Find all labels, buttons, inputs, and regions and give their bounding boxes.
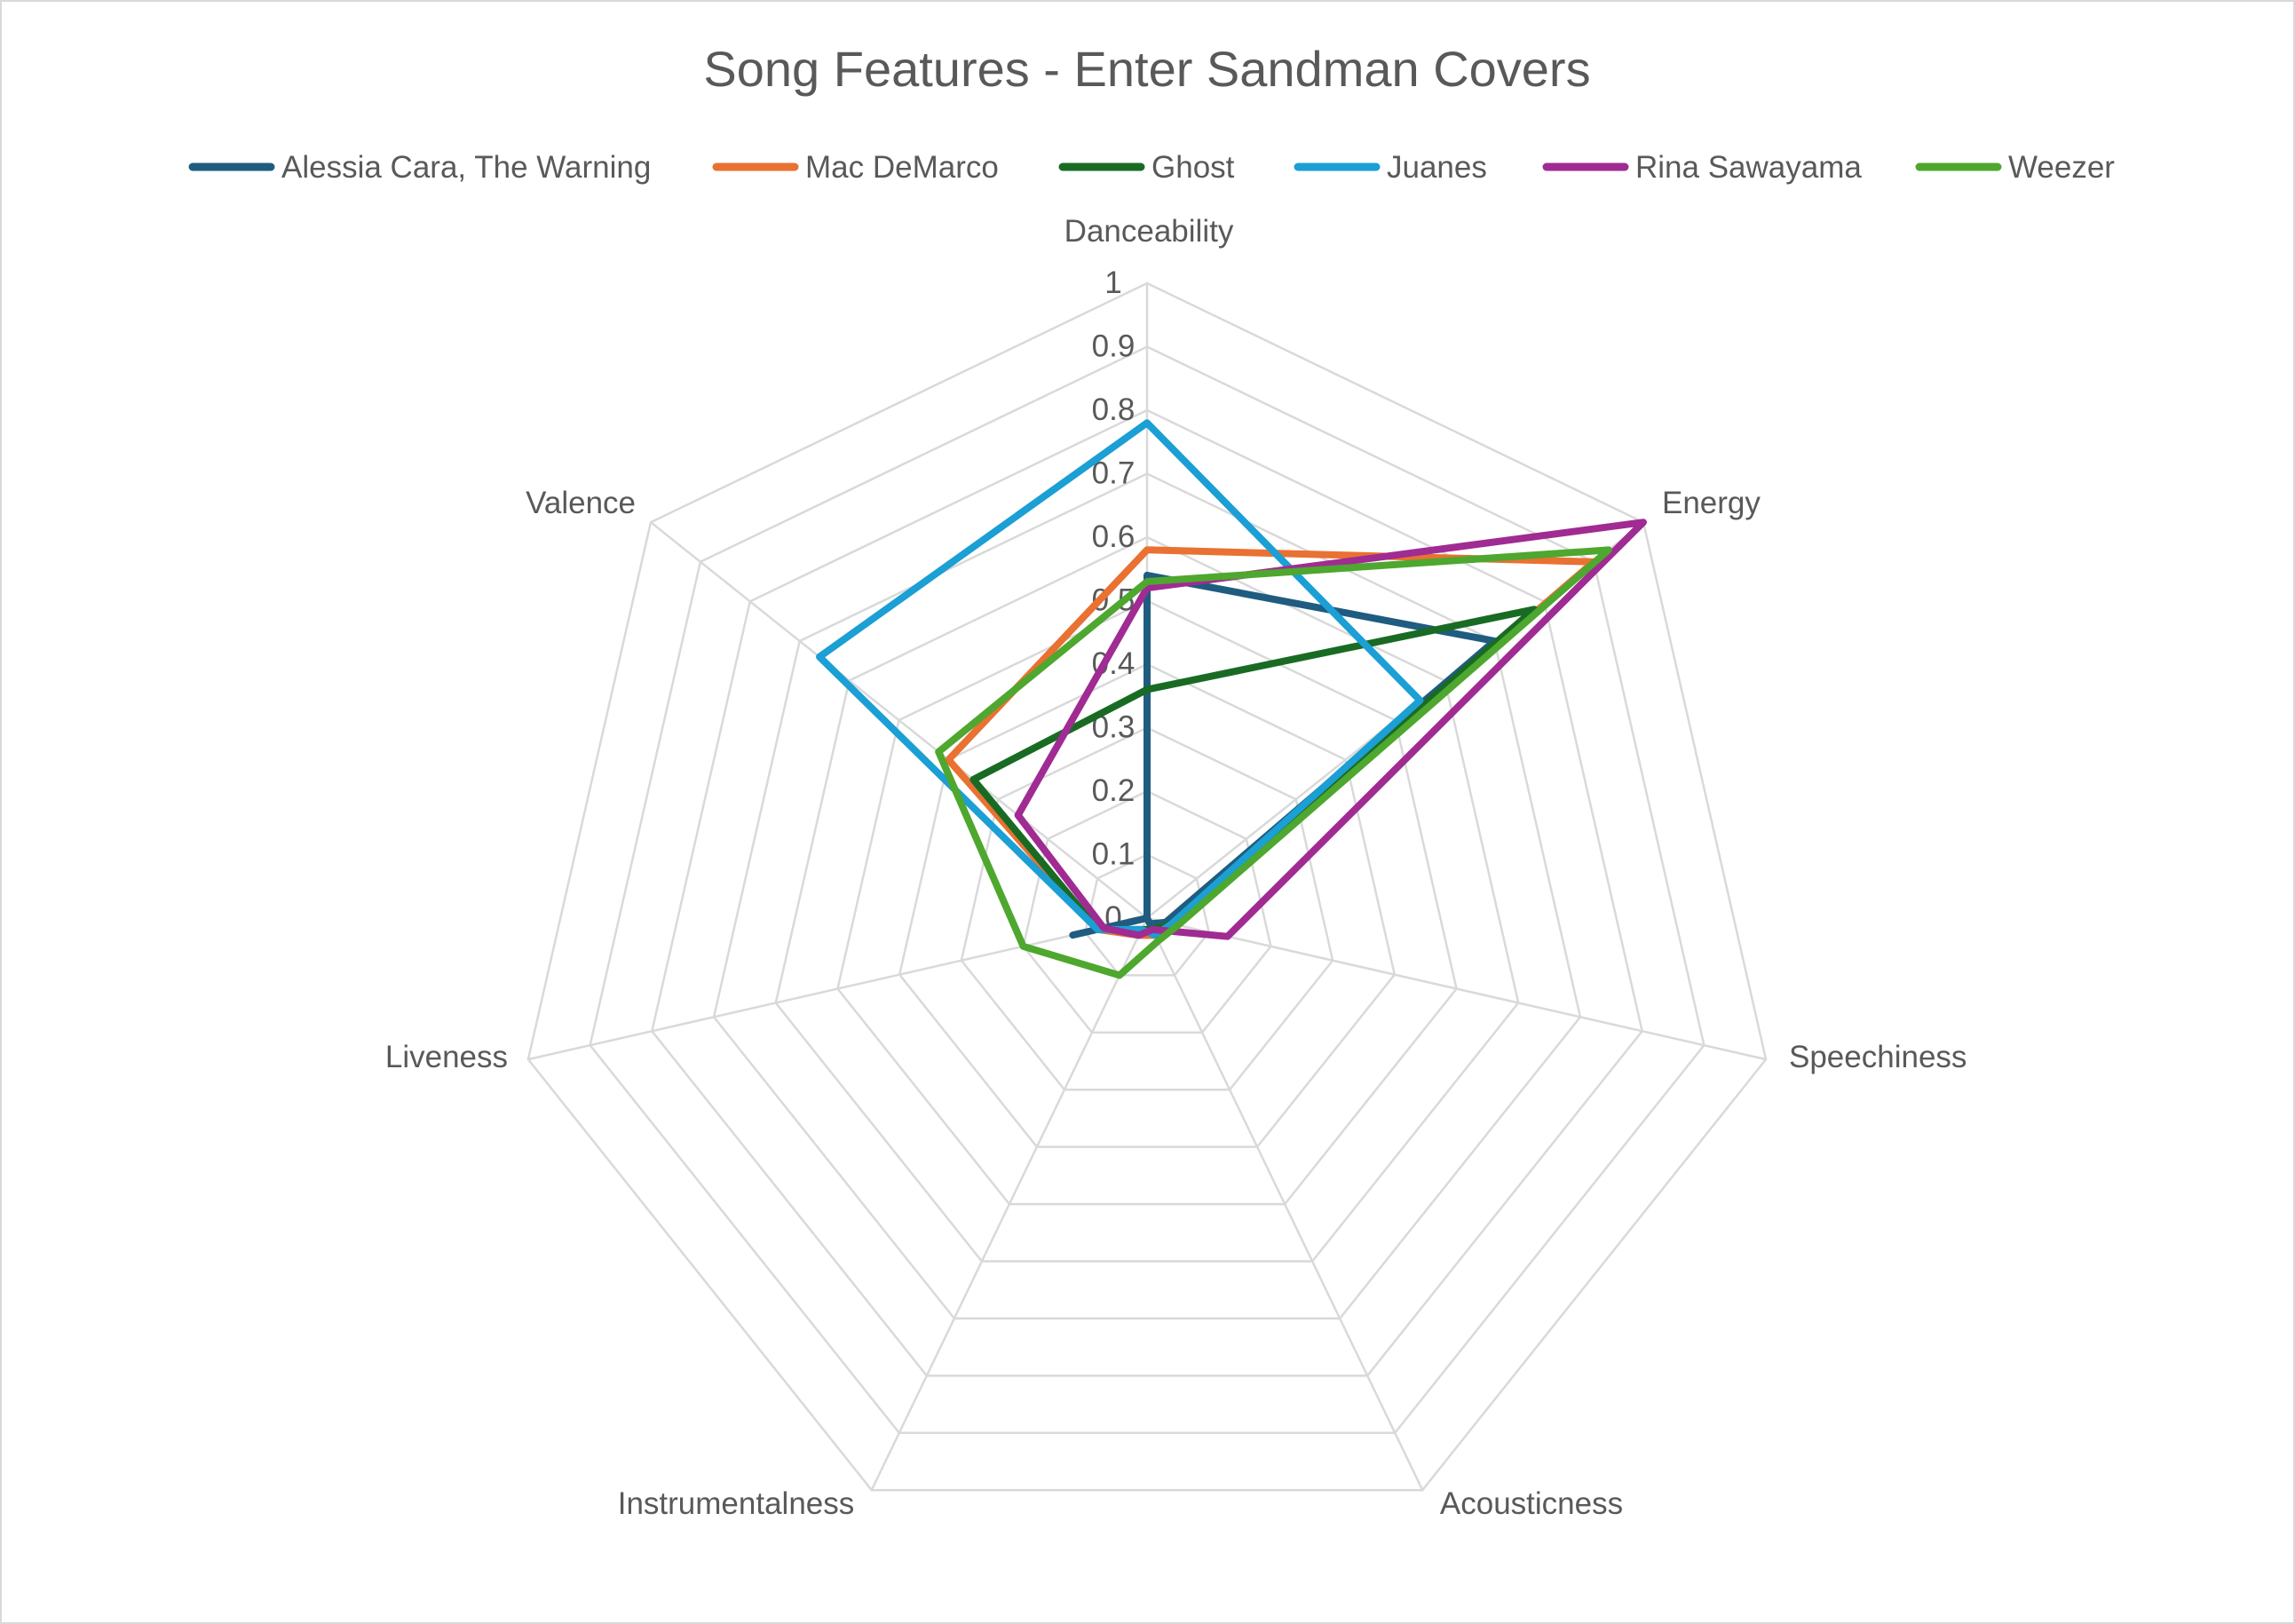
- legend-entry: Ghost: [1151, 150, 1235, 185]
- legend-entry: Mac DeMarco: [805, 150, 999, 185]
- legend-entry: Alessia Cara, The Warning: [281, 150, 651, 185]
- grid-ring: [836, 599, 1458, 1206]
- grid-ring: [650, 408, 1644, 1377]
- grid-ring: [589, 345, 1705, 1435]
- tick-label: 0.2: [1092, 773, 1136, 808]
- grid-ring: [774, 535, 1520, 1263]
- tick-label: 1: [1104, 265, 1121, 300]
- chart-title: Song Features - Enter Sandman Covers: [703, 41, 1590, 97]
- series-line: [935, 546, 1612, 979]
- axis-label: Instrumentalness: [618, 1486, 855, 1521]
- axis-labels: Danceability Energy Speechiness Acousticnes…: [385, 214, 1967, 1521]
- legend-entry: Rina Sawayama: [1635, 150, 1862, 185]
- grid-ring: [1083, 853, 1211, 977]
- axis-label: Speechiness: [1789, 1040, 1967, 1074]
- axis-spoke: [527, 916, 1148, 1061]
- tick-label: 0.7: [1092, 456, 1136, 491]
- axis-label: Danceability: [1064, 214, 1234, 249]
- legend: Alessia Cara, The Warning Mac DeMarco Ghos…: [188, 150, 2115, 185]
- legend-entry: Juanes: [1387, 150, 1487, 185]
- series-layer: [816, 419, 1648, 979]
- axis-spoke: [1145, 917, 1424, 1491]
- grid-ring: [712, 472, 1582, 1320]
- axis-label: Valence: [526, 486, 636, 520]
- axis-label: Acousticness: [1440, 1486, 1623, 1521]
- grid-ring: [898, 662, 1397, 1148]
- tick-label: 0.6: [1092, 519, 1136, 554]
- legend-entry: Weezer: [2008, 150, 2115, 185]
- tick-label: 0.9: [1092, 329, 1136, 364]
- axis-label: Energy: [1662, 486, 1761, 520]
- tick-label: 0.1: [1092, 837, 1136, 872]
- tick-label: 0.8: [1092, 392, 1136, 427]
- series-line: [1014, 519, 1648, 940]
- axis-spoke: [1146, 916, 1767, 1061]
- axis-spoke: [650, 521, 1148, 919]
- radar-grid: [526, 281, 1768, 1492]
- grid-ring: [526, 281, 1768, 1492]
- axis-label: Liveness: [385, 1040, 508, 1074]
- axis-spoke: [870, 917, 1149, 1491]
